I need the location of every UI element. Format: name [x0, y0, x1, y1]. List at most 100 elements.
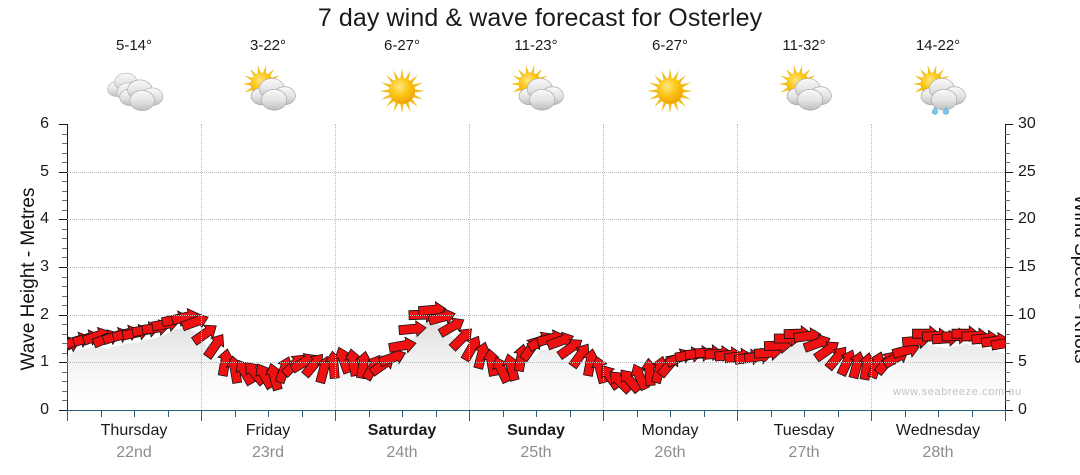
left-tick-2 [59, 314, 67, 316]
right-tick-label-0: 0 [1018, 401, 1027, 418]
day-date: 22nd [116, 444, 152, 461]
day-date: 27th [788, 444, 820, 461]
sun-behind-cloud-icon [469, 58, 603, 124]
day-name: Saturday [367, 422, 437, 439]
left-minor-tick [62, 200, 67, 202]
x-tick [837, 410, 839, 417]
left-minor-tick [62, 343, 67, 345]
x-tick [268, 410, 269, 417]
wind-arrow [388, 336, 417, 354]
x-tick [971, 410, 973, 417]
x-tick [569, 410, 571, 417]
x-tick [536, 410, 537, 417]
right-minor-tick [1005, 390, 1010, 392]
x-tick [737, 410, 738, 421]
right-tick-label-25: 25 [1018, 162, 1036, 180]
left-minor-tick [62, 390, 67, 392]
left-minor-tick [62, 190, 67, 192]
day-date: 28th [922, 444, 954, 461]
left-minor-tick [62, 181, 67, 183]
x-tick [335, 410, 336, 421]
right-minor-tick [1005, 181, 1010, 183]
right-tick-0 [1005, 410, 1013, 411]
gridline-3m [67, 267, 1005, 268]
gridline-2m [67, 314, 1005, 316]
x-tick [871, 410, 872, 421]
x-tick [201, 410, 202, 421]
left-minor-tick [62, 152, 67, 154]
left-tick-label-6: 6 [40, 115, 49, 132]
left-tick-label-2: 2 [40, 305, 49, 323]
x-tick [234, 410, 236, 417]
right-minor-tick [1005, 324, 1010, 326]
right-tick-label-5: 5 [1018, 353, 1027, 371]
left-minor-tick [62, 238, 67, 240]
day-divider-6 [871, 124, 872, 410]
gridline-5m [67, 171, 1005, 173]
left-minor-tick [62, 352, 67, 354]
right-tick-label-10: 10 [1018, 305, 1036, 323]
x-tick [301, 410, 303, 417]
day-header-wednesday: 14-22° [871, 36, 1005, 128]
x-tick [603, 410, 604, 421]
x-tick [636, 410, 638, 417]
day-divider-5 [737, 124, 738, 410]
right-minor-tick [1005, 295, 1010, 297]
right-minor-tick [1005, 257, 1010, 259]
right-tick-25 [1005, 171, 1013, 173]
left-tick-label-1: 1 [40, 353, 49, 371]
day-date: 26th [654, 444, 686, 461]
temperature-range: 3-22° [249, 37, 287, 54]
day-label-thursday: Thursday 22nd [67, 420, 201, 468]
day-divider-4 [603, 124, 604, 410]
right-minor-tick [1005, 381, 1010, 383]
day-label-monday: Monday 26th [603, 420, 737, 468]
day-label-sunday: Sunday 25th [469, 420, 603, 468]
left-tick-5 [59, 171, 67, 173]
left-minor-tick [62, 162, 67, 164]
day-name: Monday [641, 422, 699, 439]
day-label-friday: Friday 23rd [201, 420, 335, 468]
left-minor-tick [62, 247, 67, 249]
left-minor-tick [62, 305, 67, 307]
right-minor-tick [1005, 286, 1010, 288]
x-tick [904, 410, 906, 417]
x-tick [167, 410, 169, 417]
x-tick [100, 410, 102, 417]
wind-arrow [203, 334, 225, 360]
gridline-1m [67, 362, 1005, 364]
left-minor-tick [62, 228, 67, 230]
left-minor-tick [62, 381, 67, 383]
wind-arrow [427, 307, 456, 326]
x-tick [770, 410, 772, 417]
day-divider-3 [469, 124, 470, 410]
right-minor-tick [1005, 209, 1010, 211]
sun-behind-cloud-icon [201, 58, 335, 124]
day-label-wednesday: Wednesday 28th [871, 420, 1005, 468]
right-minor-tick [1005, 190, 1010, 192]
day-name: Friday [245, 422, 291, 439]
day-header-tuesday: 11-32° [737, 36, 871, 128]
right-minor-tick [1005, 343, 1010, 345]
left-minor-tick [62, 257, 67, 259]
left-tick-label-0: 0 [40, 401, 49, 418]
right-minor-tick [1005, 200, 1010, 202]
day-label-saturday: Saturday 24th [335, 420, 469, 468]
left-minor-tick [62, 324, 67, 326]
wind-arrow-layer [67, 301, 1005, 395]
x-tick [435, 410, 437, 417]
right-minor-tick [1005, 238, 1010, 240]
right-tick-10 [1005, 314, 1013, 316]
day-date: 23rd [251, 444, 285, 461]
left-tick-6 [59, 124, 67, 125]
left-tick-label-4: 4 [40, 210, 49, 228]
day-name: Thursday [100, 422, 168, 439]
temperature-range: 11-32° [782, 37, 826, 54]
left-minor-tick [62, 295, 67, 297]
day-label-tuesday: Tuesday 27th [737, 420, 871, 468]
temperature-range: 11-23° [514, 37, 558, 54]
sun-cloud-rain-icon [871, 58, 1005, 124]
day-date: 25th [520, 444, 552, 461]
left-tick-label-3: 3 [40, 258, 49, 275]
x-tick [938, 410, 939, 417]
